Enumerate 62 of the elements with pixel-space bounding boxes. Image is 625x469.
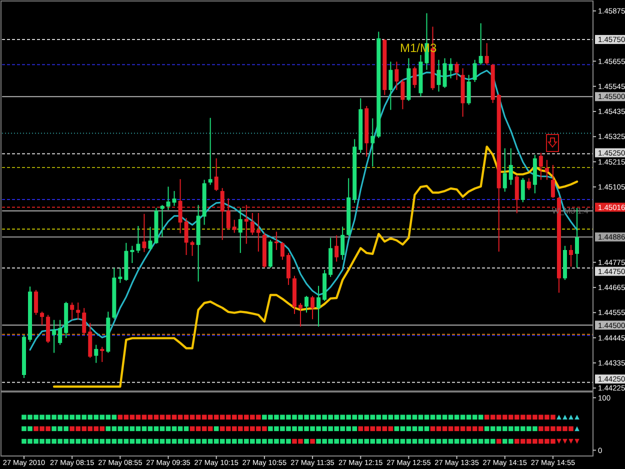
candlestick bbox=[340, 226, 345, 260]
candlestick bbox=[58, 319, 62, 346]
candlestick bbox=[436, 59, 441, 92]
candlestick bbox=[472, 59, 477, 82]
candlestick bbox=[520, 177, 525, 203]
candlestick bbox=[274, 231, 278, 250]
candlestick bbox=[478, 22, 483, 66]
candlestick bbox=[250, 212, 254, 236]
line-series bbox=[52, 146, 578, 388]
point bbox=[556, 414, 562, 420]
candlestick bbox=[454, 61, 459, 80]
point bbox=[556, 438, 562, 444]
candlestick bbox=[448, 58, 453, 79]
candlestick bbox=[280, 241, 284, 260]
candlestick bbox=[388, 61, 393, 110]
candlestick bbox=[118, 267, 122, 284]
candlestick bbox=[208, 117, 212, 186]
candlestick bbox=[370, 118, 375, 168]
candlestick bbox=[575, 207, 579, 268]
candlestick bbox=[334, 234, 339, 262]
candlestick bbox=[256, 212, 260, 252]
candlestick bbox=[76, 302, 80, 320]
candlestick bbox=[238, 207, 242, 254]
candlestick bbox=[526, 178, 531, 190]
candlestick bbox=[544, 159, 549, 180]
point bbox=[568, 414, 574, 420]
candlestick bbox=[190, 240, 194, 256]
candlestick bbox=[142, 213, 146, 253]
candlestick bbox=[40, 311, 44, 326]
candlestick bbox=[316, 285, 321, 328]
candlestick bbox=[148, 226, 152, 250]
candlestick bbox=[160, 204, 164, 238]
candlestick bbox=[466, 74, 471, 106]
candlestick bbox=[394, 61, 399, 90]
candlestick bbox=[130, 245, 134, 264]
point bbox=[574, 414, 580, 420]
candlestick bbox=[568, 244, 573, 268]
candlestick bbox=[442, 58, 447, 88]
candlestick bbox=[304, 295, 309, 314]
candlestick bbox=[508, 148, 513, 186]
candlestick bbox=[136, 225, 140, 254]
candlestick bbox=[172, 190, 176, 206]
candlestick bbox=[100, 346, 104, 362]
candlestick bbox=[70, 302, 74, 320]
candlestick bbox=[184, 217, 188, 256]
candlestick bbox=[550, 164, 555, 198]
candlestick bbox=[34, 289, 38, 316]
candlestick bbox=[52, 319, 56, 354]
candlestick bbox=[286, 252, 290, 286]
candlestick bbox=[412, 66, 417, 88]
point bbox=[562, 414, 568, 420]
candlestick bbox=[502, 148, 507, 192]
candlestick bbox=[82, 308, 86, 336]
candlestick bbox=[94, 344, 98, 364]
candlestick bbox=[166, 186, 170, 210]
candlestick bbox=[298, 302, 302, 328]
candlestick bbox=[214, 158, 218, 192]
candlestick bbox=[538, 152, 543, 180]
candlestick bbox=[232, 219, 236, 234]
candlestick bbox=[484, 42, 489, 66]
candlestick bbox=[310, 295, 315, 320]
candlestick bbox=[400, 78, 405, 110]
